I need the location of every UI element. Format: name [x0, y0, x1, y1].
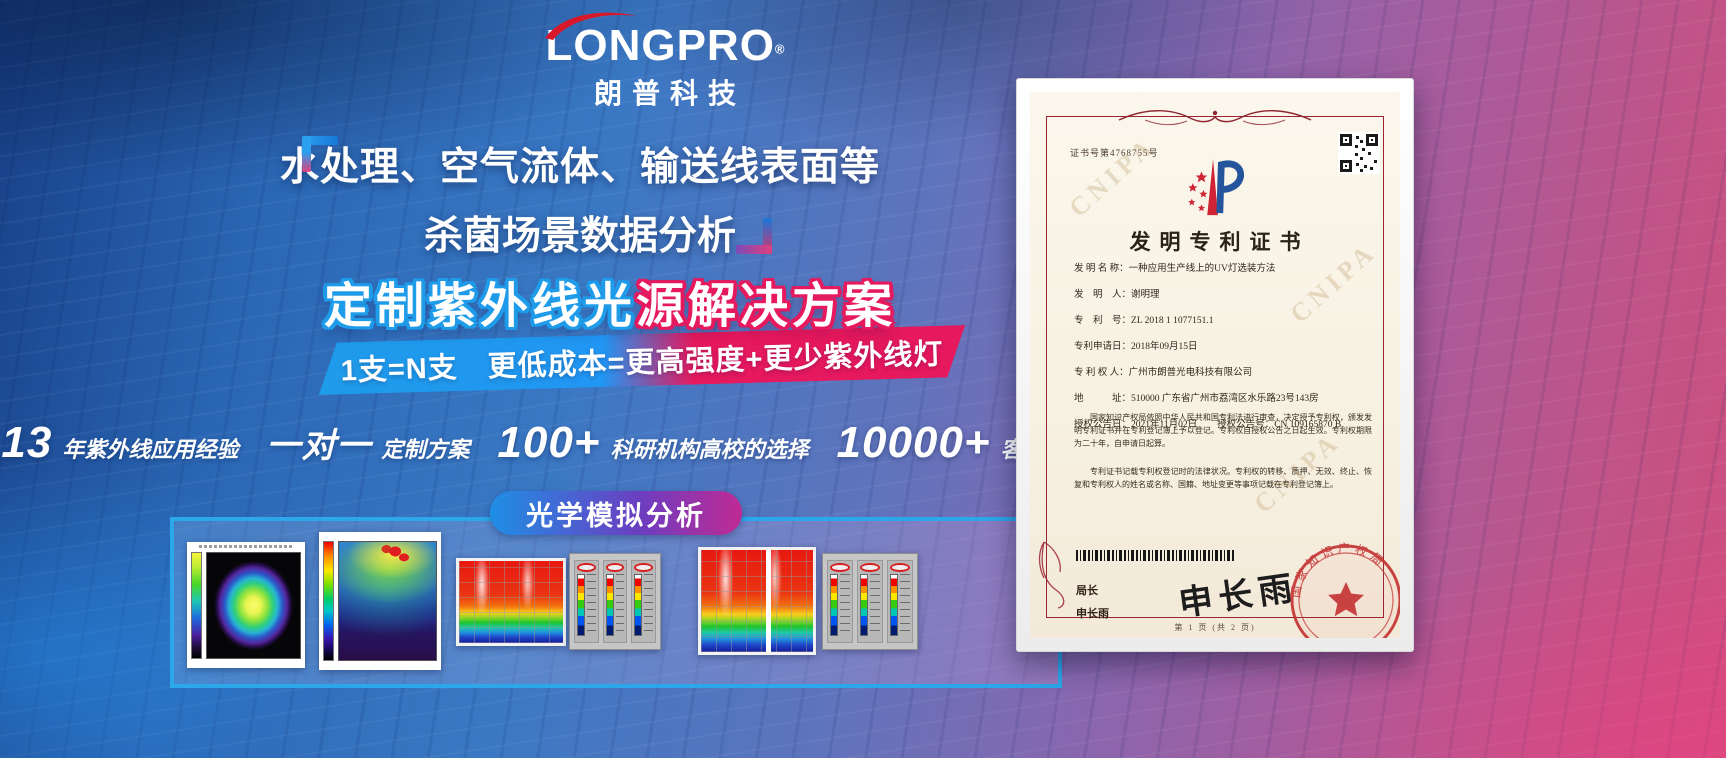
field-address: 地 址：510000 广东省广州市荔湾区水乐路23号143房 [1074, 394, 1319, 404]
sim-thumb-thermal-map-wide [698, 547, 816, 655]
sim-thumb-irradiance-scatter [319, 532, 441, 670]
quote-bracket-open-icon [302, 136, 338, 172]
solution-title: 定制紫外线光源解决方案 [255, 266, 965, 336]
field-application-date: 专利申请日：2018年09月15日 [1074, 342, 1198, 352]
signer-title: 局长 [1076, 585, 1098, 597]
stat-label: 定制方案 [381, 437, 470, 462]
cnipa-emblem-icon [1188, 159, 1244, 216]
sim-thumb-legend-panel [569, 553, 661, 650]
stats-row: 13 年紫外线应用经验 一对一 定制方案 100+ 科研机构高校的选择 1000… [1, 418, 1132, 468]
certificate-paragraph-1: 国家知识产权局依照中华人民共和国专利法进行审查，决定授予专利权，颁发发明专利证书… [1074, 413, 1372, 448]
field-grant-number: 授权公告号：CN 109165870 B [1217, 420, 1342, 430]
sim-thumb-thermal-map [456, 558, 566, 646]
patent-certificate: 证书号第4768755号 CNIPA CNIPA CNIPA [1016, 78, 1414, 652]
field-invention-name: 发 明 名 称：一种应用生产线上的UV灯选装方法 [1074, 264, 1276, 274]
legend-highlight-ellipse [890, 563, 910, 572]
stat-value: 100+ [497, 418, 601, 467]
signer-name: 申长雨 [1076, 608, 1109, 621]
thumb-title-bar [199, 545, 293, 548]
stat-value: 10000+ [836, 418, 991, 467]
brand-logo: LONGPRO® 朗普科技 [540, 12, 790, 112]
certificate-page-footer: 第 1 页 (共 2 页) [1174, 623, 1256, 632]
legend-highlight-ellipse [634, 563, 654, 572]
stat-label: 年紫外线应用经验 [62, 437, 239, 462]
qr-code [1338, 132, 1380, 174]
legend-highlight-ellipse [830, 563, 850, 572]
field-patentee: 专 利 权 人：广州市朗普光电科技有限公司 [1074, 368, 1253, 378]
barcode [1076, 550, 1234, 561]
legend-highlight-ellipse [860, 563, 880, 572]
signer-block: 局长 申长雨 [1076, 580, 1109, 626]
certificate-number: 证书号第4768755号 [1070, 148, 1159, 158]
legend-colorbar [631, 560, 657, 643]
stat-value: 一对一 [266, 427, 372, 465]
ornament-flourish-top [1118, 110, 1312, 126]
registered-mark: ® [774, 41, 785, 57]
stat-institutions: 100+ 科研机构高校的选择 [497, 418, 808, 468]
ornament-flourish-corner [1038, 541, 1065, 609]
field-inventor: 发 明 人：谢明理 [1074, 290, 1160, 300]
certificate-fields: 发 明 名 称：一种应用生产线上的UV灯选装方法 发 明 人：谢明理 专 利 号… [1074, 260, 1376, 442]
official-seal: 国家知识产权局 [1288, 542, 1400, 638]
legend-highlight-ellipse [577, 563, 596, 572]
brand-name-cn: 朗普科技 [593, 78, 746, 109]
legend-colorbar [857, 560, 883, 643]
certificate-paragraph-2: 专利证书记载专利权登记时的法律状况。专利权的转移、质押、无效、终止、恢复和专利权… [1074, 467, 1372, 489]
colorbar [191, 552, 202, 659]
colorbar [323, 541, 334, 661]
stat-label: 科研机构高校的选择 [610, 437, 809, 462]
brand-name: LONGPRO [545, 21, 775, 70]
legend-colorbar [887, 560, 913, 643]
optical-simulation-section: 光学模拟分析 [170, 491, 1062, 688]
stat-value: 13 [1, 418, 53, 467]
logo-swoosh-icon [545, 12, 638, 40]
certificate-paper: 证书号第4768755号 CNIPA CNIPA CNIPA [1030, 92, 1400, 638]
beam-plot [206, 552, 301, 659]
solution-title-left: 定制紫外线光 [323, 280, 636, 333]
quote-bracket-close-icon [736, 218, 772, 254]
stat-one-on-one: 一对一 定制方案 [266, 418, 469, 467]
stat-years: 13 年紫外线应用经验 [1, 418, 238, 468]
simulation-badge: 光学模拟分析 [490, 491, 742, 535]
field-grant-row: 授权公告日：2021年11月02日 授权公告号：CN 109165870 B [1074, 416, 1376, 430]
field-grant-date: 授权公告日：2021年11月02日 [1074, 420, 1198, 430]
scatter-plot [338, 541, 437, 661]
solution-title-right: 源解决方案 [636, 280, 897, 333]
sim-thumb-legend-panel-2 [822, 553, 918, 650]
sim-thumb-irradiance-beam [187, 542, 305, 668]
field-patent-number: 专 利 号：ZL 2018 1 1077151.1 [1074, 316, 1214, 326]
legend-colorbar [827, 560, 853, 643]
certificate-title: 发明专利证书 [1129, 230, 1310, 254]
legend-highlight-ellipse [605, 563, 625, 572]
legend-colorbar [602, 560, 628, 643]
headline-line1: 水处理、空气流体、输送线表面等 [279, 146, 880, 189]
headline: 水处理、空气流体、输送线表面等 杀菌场景数据分析 [250, 136, 910, 261]
headline-line2: 杀菌场景数据分析 [423, 215, 736, 258]
legend-colorbar [574, 560, 599, 643]
